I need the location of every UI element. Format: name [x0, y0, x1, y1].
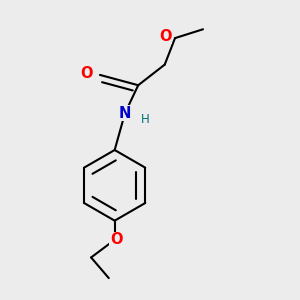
Text: O: O: [160, 29, 172, 44]
Text: O: O: [110, 232, 122, 247]
Text: O: O: [80, 66, 93, 81]
Text: H: H: [141, 112, 150, 126]
Text: N: N: [119, 106, 131, 121]
